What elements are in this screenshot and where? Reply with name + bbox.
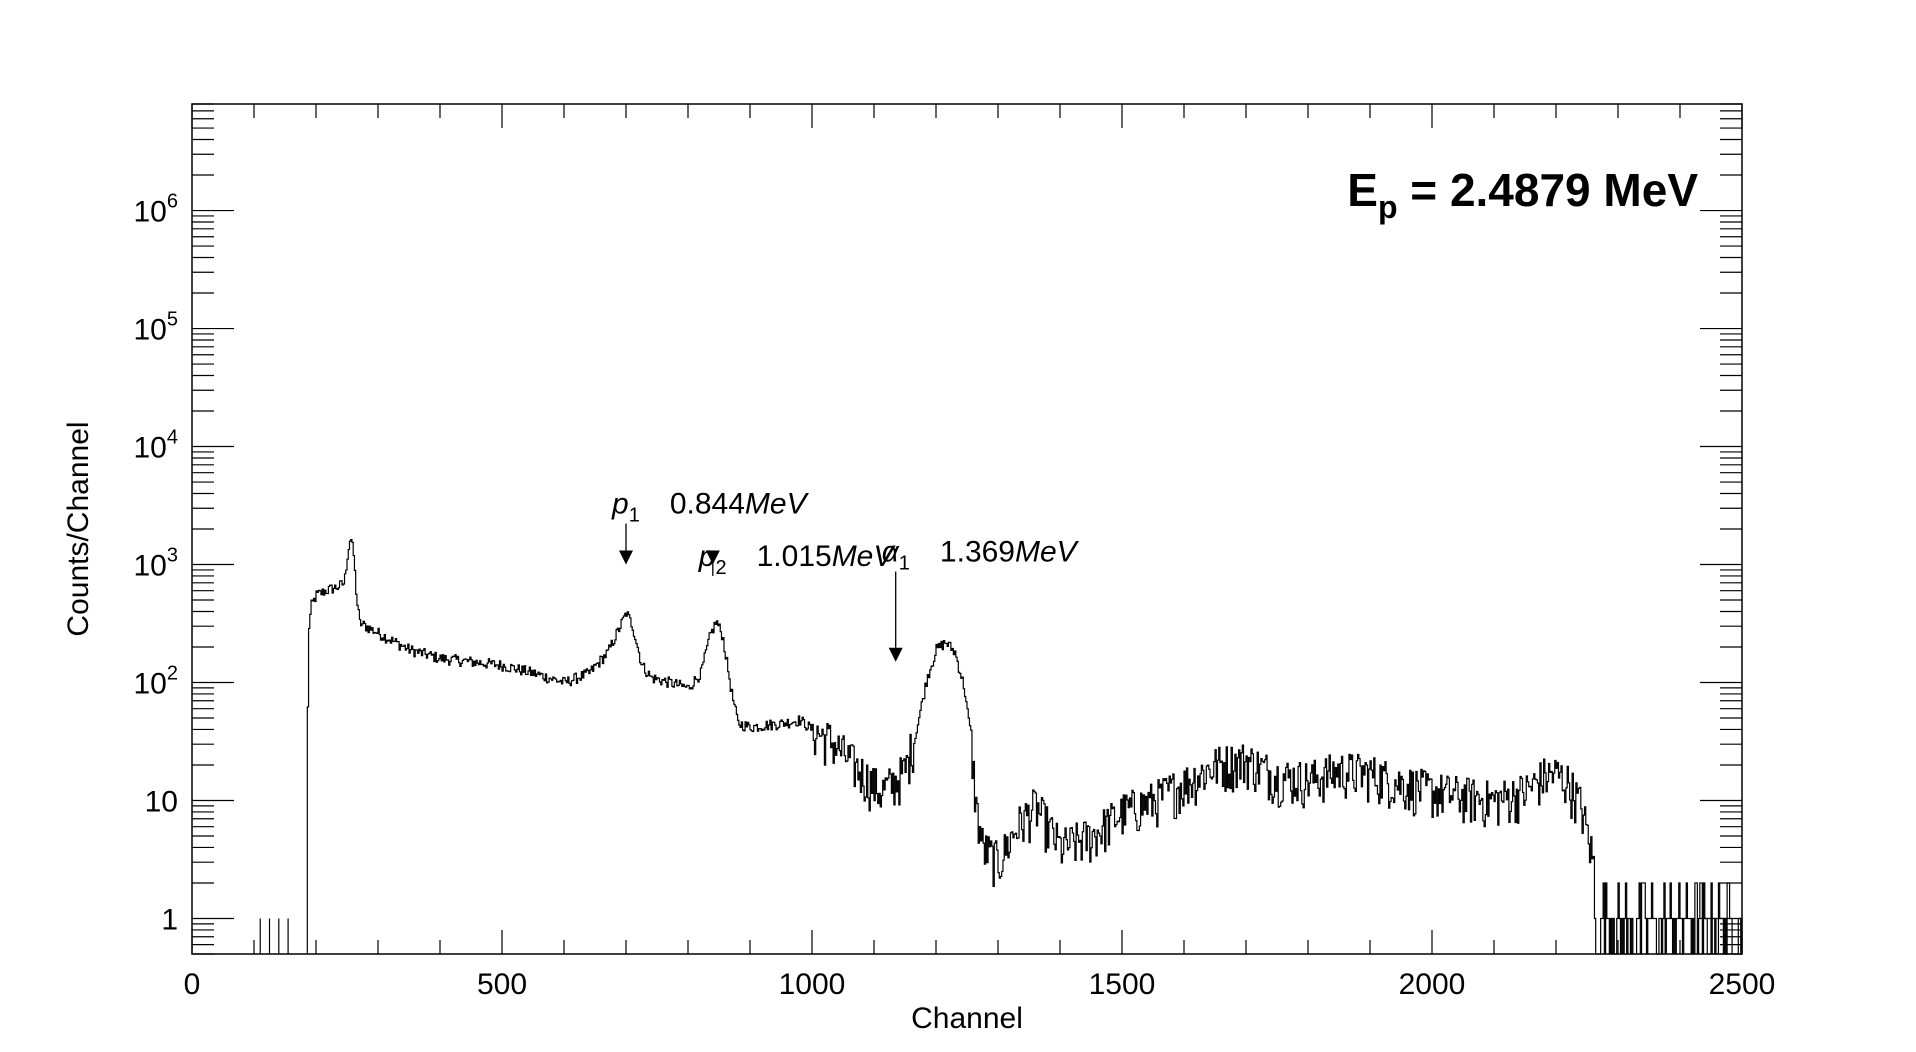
y-tick-label: 106 bbox=[134, 191, 179, 229]
y-tick-label: 102 bbox=[134, 663, 179, 701]
x-tick-label: 500 bbox=[477, 968, 527, 1001]
annotation-label: p2 1.015MeV bbox=[698, 540, 897, 579]
plot-frame bbox=[191, 103, 1743, 955]
peak-annotation: p2 1.015MeV bbox=[698, 540, 897, 579]
peak-annotation: α1 1.369MeV bbox=[882, 536, 1080, 662]
beam-energy-symbol: E bbox=[1347, 164, 1378, 216]
annotation-arrow-head bbox=[705, 550, 720, 565]
tick-labels: 0 500 1000 1500 2000 2500 1 10 102 103 104 105 106 bbox=[134, 191, 1776, 1001]
spectrum-trace bbox=[306, 539, 1743, 955]
y-tick-label: 1 bbox=[161, 903, 178, 936]
x-axis-title: Channel bbox=[911, 1002, 1023, 1035]
y-axis-title: Counts/Channel bbox=[62, 421, 95, 636]
x-tick-label: 2000 bbox=[1399, 968, 1466, 1001]
annotation-arrow-head bbox=[619, 550, 633, 565]
beam-energy-subscript: p bbox=[1378, 189, 1398, 225]
peak-annotation: p1 0.844MeV bbox=[611, 488, 810, 565]
annotation-arrow-head bbox=[888, 647, 903, 662]
axis-ticks bbox=[191, 103, 1743, 955]
annotation-label: α1 1.369MeV bbox=[882, 536, 1080, 575]
y-tick-label: 103 bbox=[134, 545, 179, 583]
x-tick-label: 0 bbox=[184, 968, 201, 1001]
x-tick-label: 1500 bbox=[1089, 968, 1156, 1001]
beam-energy-value: = 2.4879 MeV bbox=[1398, 164, 1699, 216]
spectrum-trace-group bbox=[259, 539, 1743, 955]
y-tick-label: 105 bbox=[134, 309, 179, 347]
y-tick-label: 104 bbox=[134, 427, 179, 465]
x-tick-label: 2500 bbox=[1709, 968, 1776, 1001]
beam-energy-label: Ep = 2.4879 MeV bbox=[1347, 164, 1698, 225]
x-tick-label: 1000 bbox=[779, 968, 846, 1001]
annotation-label: p1 0.844MeV bbox=[611, 488, 810, 527]
y-tick-label: 10 bbox=[145, 785, 178, 818]
